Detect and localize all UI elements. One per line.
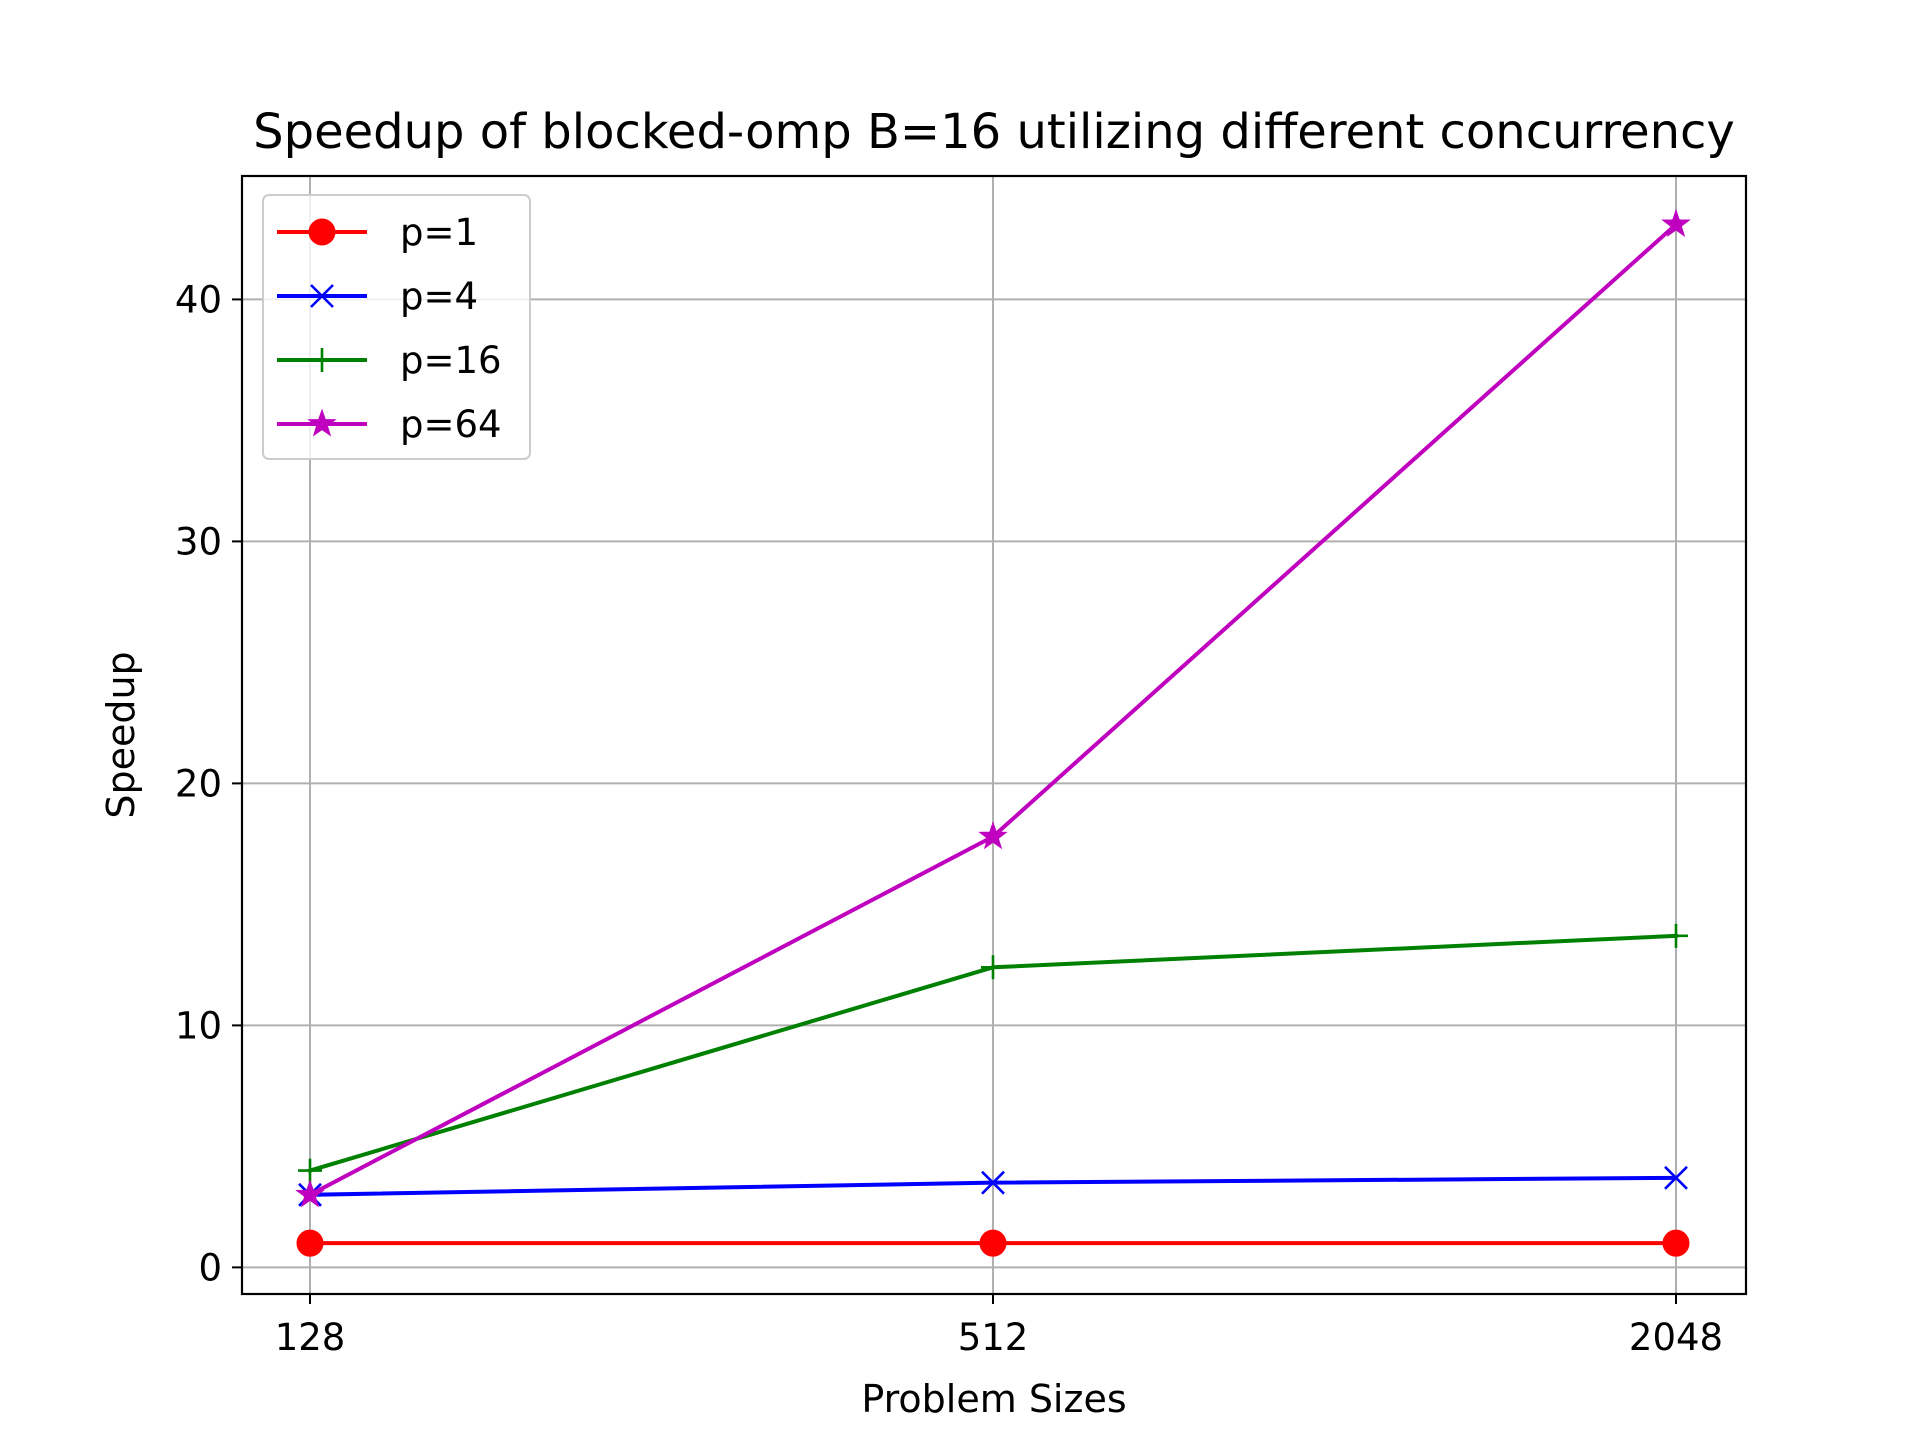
y-tick-label: 30 xyxy=(175,520,222,563)
data-point-x xyxy=(981,1170,1005,1195)
legend-entry: p=16 xyxy=(277,339,502,382)
legend-entry: p=1 xyxy=(277,211,478,254)
data-point-circle xyxy=(979,1229,1007,1257)
y-axis-label: Speedup xyxy=(99,651,143,818)
legend-label: p=4 xyxy=(400,275,478,318)
legend-marker xyxy=(310,348,334,372)
y-tick-label: 20 xyxy=(175,762,222,805)
legend-marker xyxy=(310,284,334,308)
data-point-star xyxy=(295,1179,325,1208)
legend-marker xyxy=(307,408,337,437)
series-layer xyxy=(295,208,1691,1257)
data-point-star xyxy=(1661,208,1691,237)
y-tick-label: 10 xyxy=(175,1004,222,1047)
legend-box xyxy=(262,194,531,460)
data-point-circle xyxy=(296,1229,324,1257)
data-point-star xyxy=(978,821,1008,850)
data-point-plus xyxy=(298,1158,322,1183)
x-tick-label: 128 xyxy=(275,1316,346,1359)
legend-entry: p=64 xyxy=(277,403,502,446)
x-axis-label: Problem Sizes xyxy=(861,1377,1126,1421)
legend-label: p=16 xyxy=(400,339,502,382)
data-point-x xyxy=(1664,1165,1688,1190)
axis-ticks: 128 512 2048 0 10 20 30 40 xyxy=(175,278,1723,1359)
grid xyxy=(242,176,1746,1294)
y-tick-label: 0 xyxy=(198,1246,222,1289)
data-point-plus xyxy=(981,955,1005,980)
data-point-plus xyxy=(1664,923,1688,948)
data-point-circle xyxy=(1662,1229,1690,1257)
series-p=1 xyxy=(296,1229,1690,1257)
legend-entry: p=4 xyxy=(277,275,478,318)
chart-title: Speedup of blocked-omp B=16 utilizing di… xyxy=(253,104,1735,160)
legend-label: p=64 xyxy=(400,403,502,446)
series-p=16 xyxy=(298,923,1688,1183)
x-tick-label: 2048 xyxy=(1629,1316,1723,1359)
y-tick-label: 40 xyxy=(175,278,222,321)
legend: p=1 p=4 p=16 p=64 xyxy=(262,194,531,460)
legend-marker xyxy=(308,218,336,246)
series-p=64 xyxy=(295,208,1691,1208)
legend-label: p=1 xyxy=(400,211,478,254)
x-tick-label: 512 xyxy=(958,1316,1029,1359)
